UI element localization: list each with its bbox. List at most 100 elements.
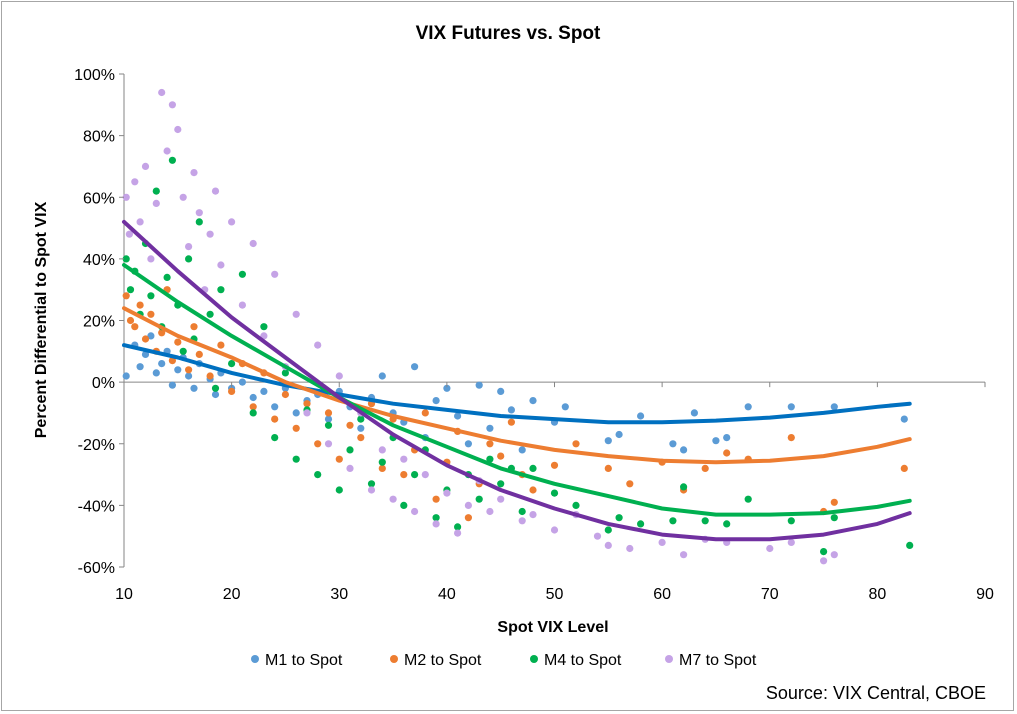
data-point (217, 261, 225, 269)
data-point (141, 335, 150, 343)
data-point (669, 517, 677, 525)
data-point (701, 517, 709, 525)
data-point (637, 520, 645, 528)
data-point (561, 403, 569, 411)
data-point (529, 464, 537, 472)
data-point (190, 323, 198, 331)
legend-label: M2 to Spot (404, 652, 482, 669)
series-3-points (122, 156, 914, 556)
data-point (615, 430, 623, 439)
data-point (411, 363, 419, 371)
data-point (830, 514, 838, 522)
data-point (454, 523, 462, 531)
data-point (185, 366, 193, 374)
data-point (249, 239, 257, 248)
data-point (787, 517, 795, 525)
data-point (400, 455, 408, 463)
data-point (190, 169, 198, 177)
data-point (529, 510, 537, 519)
data-point (497, 495, 505, 503)
data-point (604, 526, 612, 534)
data-point (432, 514, 440, 522)
data-point (179, 347, 187, 355)
x-tick-label: 90 (976, 586, 994, 603)
data-point (249, 403, 257, 411)
y-tick-label: 60% (83, 190, 115, 207)
data-point (126, 316, 135, 325)
data-point (158, 329, 166, 337)
data-point (830, 498, 838, 506)
data-point (497, 480, 505, 488)
data-point (432, 397, 440, 405)
x-tick-labels: 10 20 30 40 50 60 70 80 90 (115, 382, 994, 603)
data-point (163, 273, 171, 281)
data-point (136, 301, 144, 309)
data-point (766, 544, 774, 553)
data-point (260, 323, 268, 331)
data-point (211, 390, 220, 399)
data-point (723, 434, 731, 442)
data-point (497, 452, 505, 460)
series-1-points (122, 332, 908, 454)
data-point (454, 529, 462, 537)
data-point (497, 387, 505, 395)
x-tick-label: 80 (868, 586, 886, 603)
data-point (281, 390, 289, 399)
data-point (314, 341, 322, 349)
legend-marker (530, 655, 538, 663)
legend-marker (390, 655, 398, 663)
data-point (335, 486, 343, 494)
data-point (518, 446, 526, 454)
data-point (615, 514, 623, 522)
data-point (572, 501, 580, 509)
data-point (378, 446, 386, 454)
data-point (820, 548, 828, 556)
data-point (168, 381, 176, 389)
data-point (604, 464, 612, 472)
data-point (443, 384, 451, 392)
data-point (185, 255, 193, 263)
data-point (400, 501, 408, 509)
trendline-series-4 (122, 219, 912, 542)
data-point (529, 397, 537, 405)
data-point (122, 372, 130, 380)
data-point (830, 403, 838, 411)
data-point (314, 471, 322, 479)
data-point (367, 480, 376, 488)
data-point (125, 230, 133, 238)
data-point (507, 418, 515, 426)
data-point (158, 360, 166, 368)
data-point (604, 437, 612, 445)
y-tick-label: -20% (78, 437, 115, 454)
x-tick-label: 10 (115, 586, 133, 603)
data-point (179, 193, 187, 201)
data-point (454, 412, 462, 420)
data-point (335, 372, 343, 380)
source-note: Source: VIX Central, CBOE (766, 683, 986, 703)
data-point (486, 424, 494, 432)
x-tick-label: 40 (438, 586, 456, 603)
data-point (378, 458, 386, 466)
data-point (787, 538, 795, 547)
chart-title: VIX Futures vs. Spot (416, 23, 601, 44)
data-point (701, 464, 709, 472)
data-point (195, 218, 203, 226)
data-point (518, 517, 526, 525)
data-point (131, 178, 139, 186)
data-point (292, 424, 300, 432)
data-point (464, 501, 472, 509)
data-point (346, 446, 354, 454)
data-point (303, 400, 311, 408)
y-tick-label: -60% (78, 560, 115, 577)
data-point (378, 464, 386, 472)
data-point (147, 292, 155, 300)
data-point (680, 551, 688, 559)
data-point (324, 440, 333, 448)
data-point (206, 230, 214, 238)
data-point (464, 440, 472, 448)
data-point (529, 486, 537, 494)
data-point (131, 323, 139, 331)
data-point (421, 409, 429, 417)
